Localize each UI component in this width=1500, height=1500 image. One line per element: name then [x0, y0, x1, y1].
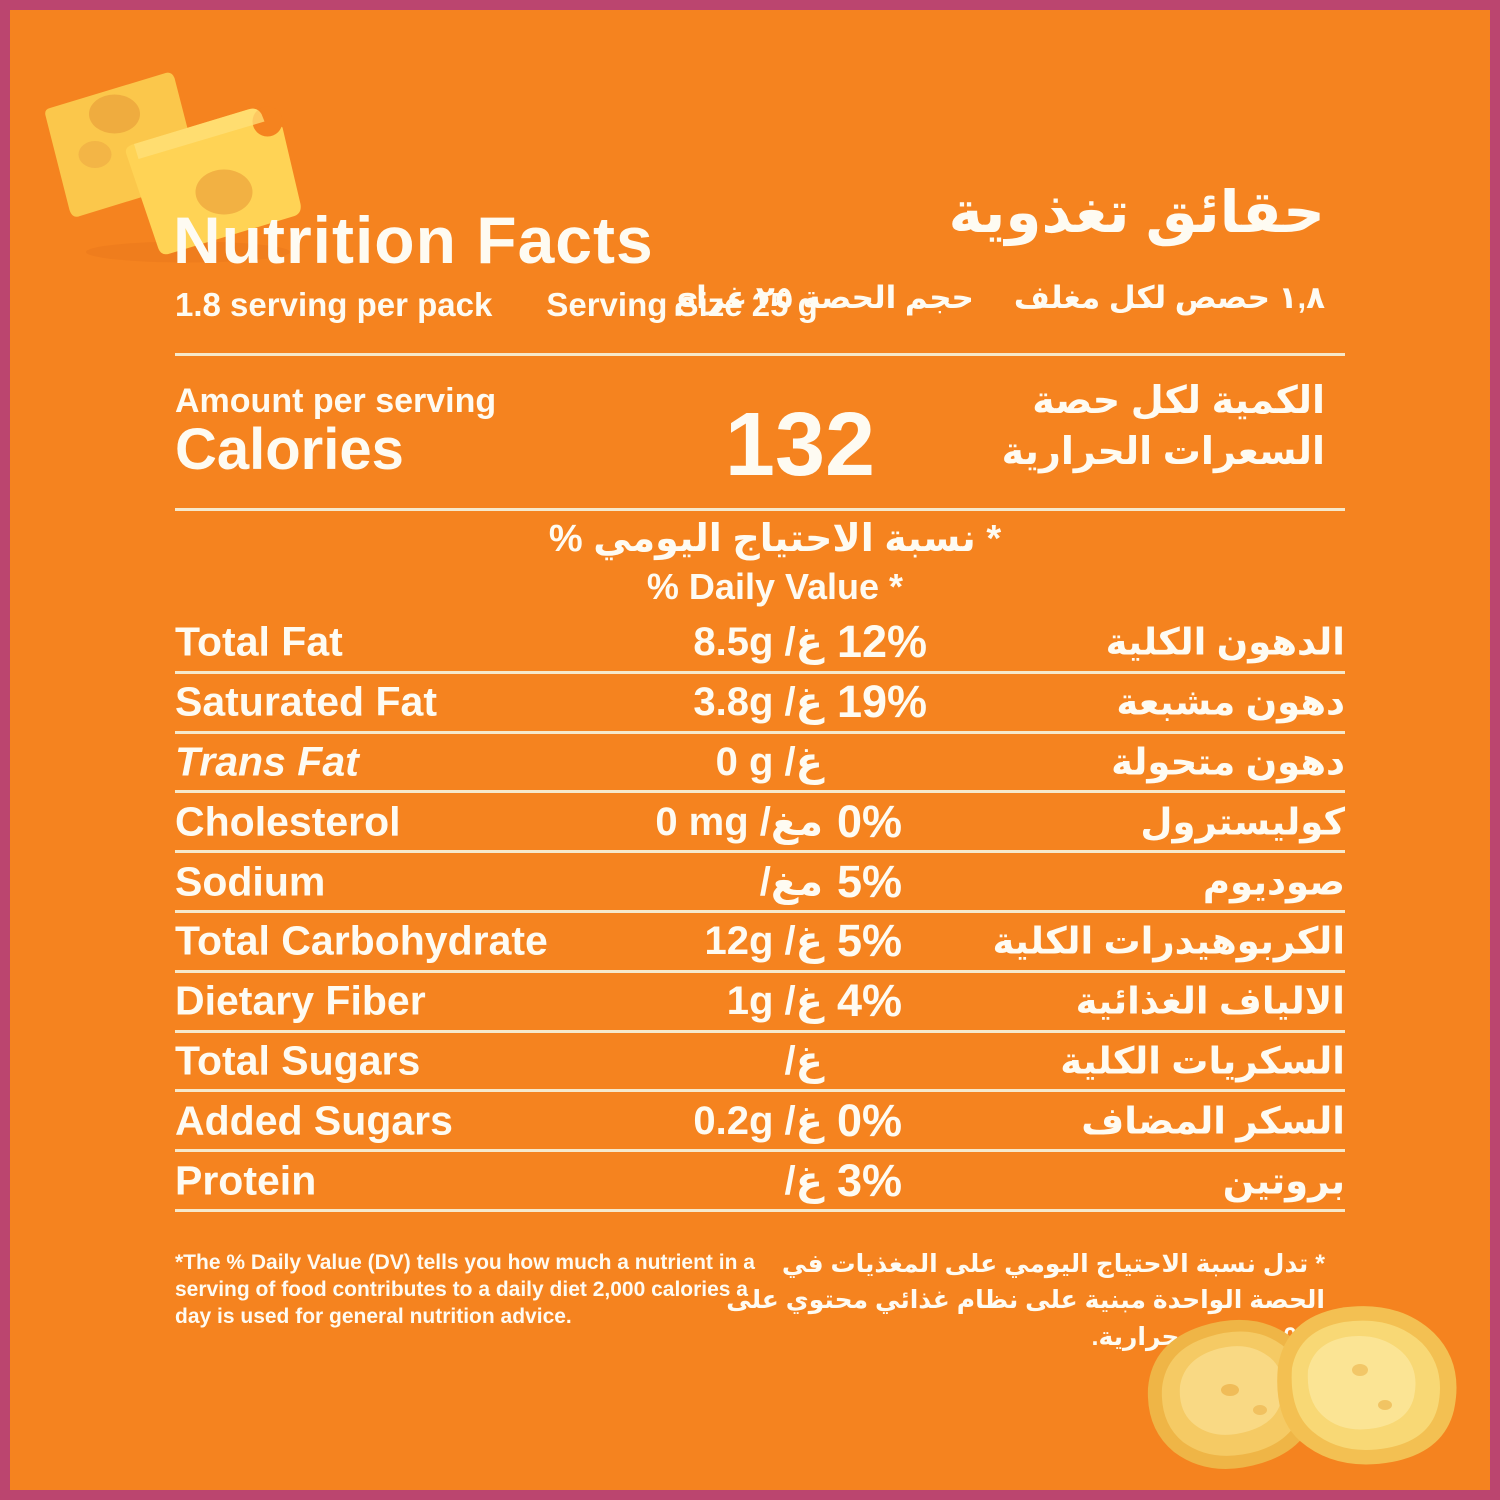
nutrient-label-ar: صوديوم — [1202, 861, 1345, 903]
title-arabic: حقائق تغذوية — [948, 180, 1325, 245]
potato-chips-icon — [1147, 1306, 1457, 1469]
table-row: Total Fat 8.5g /غ 12% الدهون الكلية — [175, 614, 1345, 674]
servings-per-pack-en: 1.8 serving per pack — [175, 286, 493, 323]
table-row: Saturated Fat 3.8g /غ 19% دهون مشبعة — [175, 674, 1345, 734]
nutrient-label-ar: الكربوهيدرات الكلية — [992, 920, 1345, 962]
table-row: Cholesterol 0 mg /مغ 0% كوليسترول — [175, 793, 1345, 854]
servings-per-pack-ar: ١,٨ حصص لكل مغلف — [1013, 280, 1325, 315]
nutrient-label-ar: كوليسترول — [1140, 801, 1345, 843]
nutrient-label-en: Total Fat — [175, 618, 343, 665]
nutrient-daily-value: 5% — [837, 855, 903, 907]
nutrient-label-en: Trans Fat — [175, 738, 359, 785]
title-english: Nutrition Facts — [173, 203, 654, 277]
table-row: Total Carbohydrate 12g /غ 5% الكربوهيدرات ا… — [175, 913, 1345, 973]
nutrient-amount: 8.5g /غ — [693, 620, 823, 665]
nutrient-label-ar: الدهون الكلية — [1105, 621, 1345, 663]
calories-label-english: Calories — [175, 417, 404, 482]
cheese-cubes-icon — [45, 72, 301, 263]
footnote-english: *The % Daily Value (DV) tells you how mu… — [175, 1251, 755, 1328]
nutrient-label-ar: الالياف الغذائية — [1075, 980, 1345, 1022]
nutrient-label-ar: السكريات الكلية — [1060, 1040, 1345, 1082]
table-row: Dietary Fiber 1g /غ 4% الالياف الغذائية — [175, 973, 1345, 1033]
nutrient-label-en: Protein — [175, 1157, 317, 1204]
nutrient-label-ar: دهون مشبعة — [1116, 681, 1345, 723]
nutrient-amount: 1g /غ — [726, 979, 823, 1024]
nutrient-label-ar: السكر المضاف — [1081, 1100, 1345, 1142]
nutrient-amount: 3.8g /غ — [693, 680, 823, 725]
nutrient-label-en: Saturated Fat — [175, 678, 437, 725]
nutrient-table: Total Fat 8.5g /غ 12% الدهون الكلية Saturate… — [175, 614, 1345, 1212]
serving-info-arabic: ١,٨ حصص لكل مغلف حجم الحصة ٢٥ غرام — [673, 280, 1325, 316]
table-row: Added Sugars 0.2g /غ 0% السكر المضاف — [175, 1092, 1345, 1153]
nutrient-label-en: Sodium — [175, 858, 326, 905]
divider — [175, 508, 1345, 511]
nutrient-amount: /مغ — [759, 859, 823, 904]
nutrient-label-en: Added Sugars — [175, 1097, 453, 1144]
nutrient-daily-value: 4% — [837, 975, 903, 1027]
table-row: Total Sugars/غ السكريات الكلية — [175, 1033, 1345, 1093]
serving-info-english: 1.8 serving per pack Serving Size 25 g — [175, 286, 818, 324]
nutrient-daily-value: 12% — [837, 616, 928, 668]
nutrient-amount: 0 g /غ — [715, 739, 823, 784]
calories-value: 132 — [724, 395, 876, 495]
calories-label-ar: السعرات الحرارية — [1001, 431, 1325, 474]
daily-value-header-arabic: * نسبة الاحتياج اليومي % — [548, 518, 1002, 560]
serving-size-ar: حجم الحصة ٢٥ غرام — [673, 280, 974, 315]
nutrient-daily-value: 3% — [837, 1154, 903, 1206]
nutrient-label-en: Total Sugars — [175, 1037, 421, 1084]
nutrient-daily-value: 19% — [837, 676, 928, 728]
table-row: Sodium/مغ 5% صوديوم — [175, 853, 1345, 913]
calories-label-arabic: الكمية لكل حصة السعرات الحرارية — [1002, 376, 1325, 479]
amount-per-serving-label: Amount per serving — [175, 382, 497, 420]
table-row: Trans Fat 0 g /غ دهون متحولة — [175, 734, 1345, 794]
nutrient-daily-value: 5% — [837, 915, 903, 967]
nutrient-amount: 0 mg /مغ — [655, 799, 823, 844]
nutrient-label-ar: دهون متحولة — [1111, 741, 1345, 783]
daily-value-header-english: % Daily Value * — [646, 566, 904, 607]
serving-size-en: Serving Size 25 g — [546, 286, 818, 323]
nutrient-amount: /غ — [784, 1038, 823, 1083]
amount-per-serving-label-ar: الكمية لكل حصة — [1032, 380, 1325, 422]
divider — [175, 353, 1345, 356]
table-row: Protein/غ 3% بروتين — [175, 1152, 1345, 1212]
nutrient-amount: /غ — [784, 1158, 823, 1203]
nutrient-label-ar: بروتين — [1222, 1160, 1345, 1202]
nutrient-label-en: Total Carbohydrate — [175, 917, 548, 964]
nutrient-amount: 12g /غ — [704, 919, 823, 964]
nutrient-daily-value: 0% — [837, 1094, 903, 1146]
nutrient-label-en: Cholesterol — [175, 798, 401, 845]
nutrient-label-en: Dietary Fiber — [175, 977, 426, 1024]
nutrient-daily-value: 0% — [837, 795, 903, 847]
nutrient-amount: 0.2g /غ — [693, 1098, 823, 1143]
